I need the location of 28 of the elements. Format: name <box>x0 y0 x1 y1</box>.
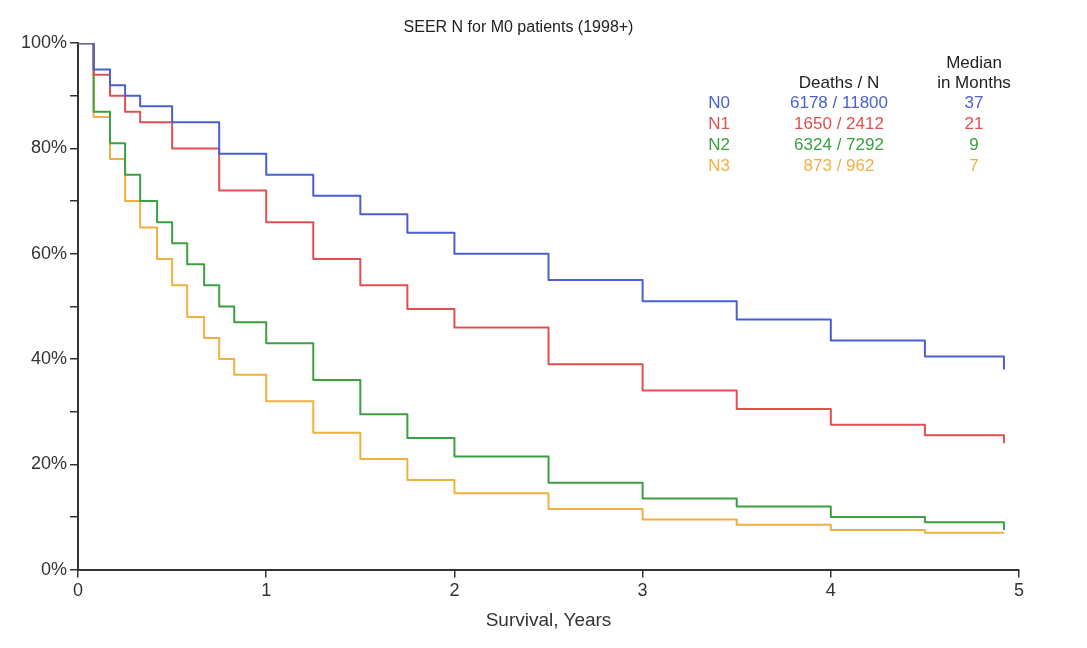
x-tick-label: 2 <box>449 580 460 601</box>
text: N3 <box>708 156 730 176</box>
x-tick-label: 4 <box>825 580 836 601</box>
y-tick-label: 20% <box>31 453 68 474</box>
annotation: 873 / 962 <box>803 156 875 176</box>
annotation: 1650 / 2412 <box>794 114 884 134</box>
annotation: Median in Months <box>937 53 1011 93</box>
x-tick-label: 0 <box>73 580 84 601</box>
annotation: 9 <box>969 135 979 155</box>
text: N1 <box>708 114 730 134</box>
annotation: 6324 / 7292 <box>794 135 884 155</box>
x-tick-label: 3 <box>637 580 648 601</box>
annotation: 6178 / 11800 <box>790 93 888 113</box>
y-tick-label: 60% <box>31 242 68 263</box>
y-tick-label: 40% <box>31 348 68 369</box>
y-tick-label: 80% <box>31 137 68 158</box>
chart-title: SEER N for M0 patients (1998+) <box>403 18 634 36</box>
annotation: 37 <box>964 93 984 113</box>
annotation: Deaths / N <box>798 73 880 93</box>
annotation: 7 <box>969 156 979 176</box>
x-tick-label: 1 <box>261 580 272 601</box>
x-axis-title: Survival, Years <box>485 608 612 630</box>
text: N0 <box>708 93 730 113</box>
x-tick-label: 5 <box>1013 580 1025 601</box>
y-tick-label: 100% <box>20 32 68 53</box>
y-tick-label: 0% <box>41 558 68 579</box>
annotation: 21 <box>964 114 984 134</box>
text: N2 <box>708 135 730 155</box>
